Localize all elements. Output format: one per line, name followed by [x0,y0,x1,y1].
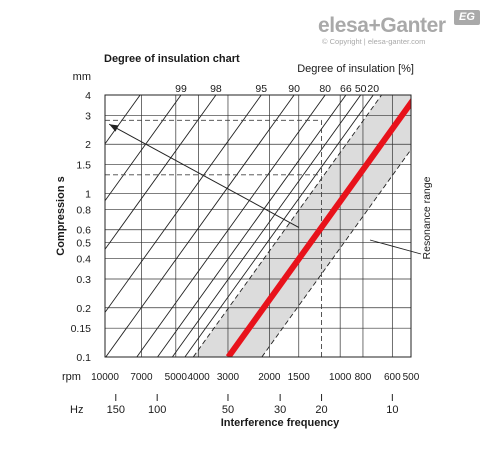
hz-tick-label: 150 [107,404,125,416]
resonance-band [193,95,411,357]
brand-logo: elesa+Ganter EG © Copyright | elesa-gant… [318,10,480,50]
y-axis-label: Compression s [55,176,67,255]
resonance-leader [369,239,422,255]
y-tick-label: 2 [85,139,91,151]
insulation-line-98 [105,95,217,251]
hz-tick-label: 20 [315,404,327,416]
y-tick-label: 0.5 [76,238,91,250]
rpm-tick-label: 1000 [329,372,352,383]
rpm-tick-label: 7000 [130,372,153,383]
y-tick-label: 0.4 [76,254,91,266]
rpm-tick-label: 3000 [217,372,240,383]
y-tick-label: 0.8 [76,204,91,216]
insulation-tick-label: 90 [288,83,300,95]
insulation-line-95 [105,95,262,314]
example-arrow-shaft [108,123,300,228]
hz-label: Hz [70,404,83,416]
top-axis-label: Degree of insulation [%] [297,63,414,75]
insulation-tick-label: 98 [210,83,222,95]
resonance-label: Resonance range [421,176,433,259]
rpm-tick-label: 4000 [187,372,210,383]
resonance-upper-bound [192,95,382,357]
insulation-line-66 [157,95,347,357]
y-tick-label: 0.2 [76,303,91,315]
rpm-tick-label: 5000 [165,372,188,383]
plot-frame [104,94,412,358]
rpm-tick-label: 800 [355,372,372,383]
y-unit-label: mm [73,71,91,83]
rpm-tick-label: 500 [403,372,420,383]
y-tick-label: 0.3 [76,274,91,286]
hz-tick-label: 10 [386,404,398,416]
brand-badge: EG [454,10,480,25]
insulation-tick-label: 50 [355,83,367,95]
resonance-curve [225,97,411,357]
insulation-tick-label: 95 [255,83,267,95]
example-arrow-head [109,124,119,132]
insulation-tick-label: 80 [319,83,331,95]
chart-title: Degree of insulation chart [104,53,240,65]
y-tick-label: 4 [85,90,91,102]
y-tick-label: 1 [85,188,91,200]
insulation-line-80 [136,95,326,357]
rpm-tick-label: 1500 [288,372,311,383]
y-tick-label: 0.1 [76,352,91,364]
resonance-lower-bound [261,148,411,357]
hz-tick-label: 30 [274,404,286,416]
y-tick-label: 3 [85,110,91,122]
y-tick-label: 0.15 [71,323,92,335]
insulation-line-99 [105,95,182,202]
insulation-tick-label: 66 [340,83,352,95]
insulation-line-90 [105,95,295,357]
insulation-line-50 [171,95,362,357]
rpm-tick-label: 10000 [91,372,119,383]
hz-tick-label: 100 [148,404,166,416]
rpm-tick-label: 2000 [258,372,281,383]
brand-name: elesa+Ganter [318,14,446,37]
y-tick-label: 0.6 [76,225,91,237]
rpm-label: rpm [62,371,81,383]
plot-area [105,95,411,357]
insulation-line-extra [105,95,141,145]
insulation-tick-label: 99 [175,83,187,95]
y-tick-label: 1.5 [76,160,91,172]
hz-tick-label: 50 [222,404,234,416]
insulation-tick-label: 20 [367,83,379,95]
brand-copyright: © Copyright | elesa-ganter.com [322,37,426,46]
insulation-line-20 [184,95,374,357]
rpm-tick-label: 600 [384,372,401,383]
x-axis-label: Interference frequency [221,417,340,429]
